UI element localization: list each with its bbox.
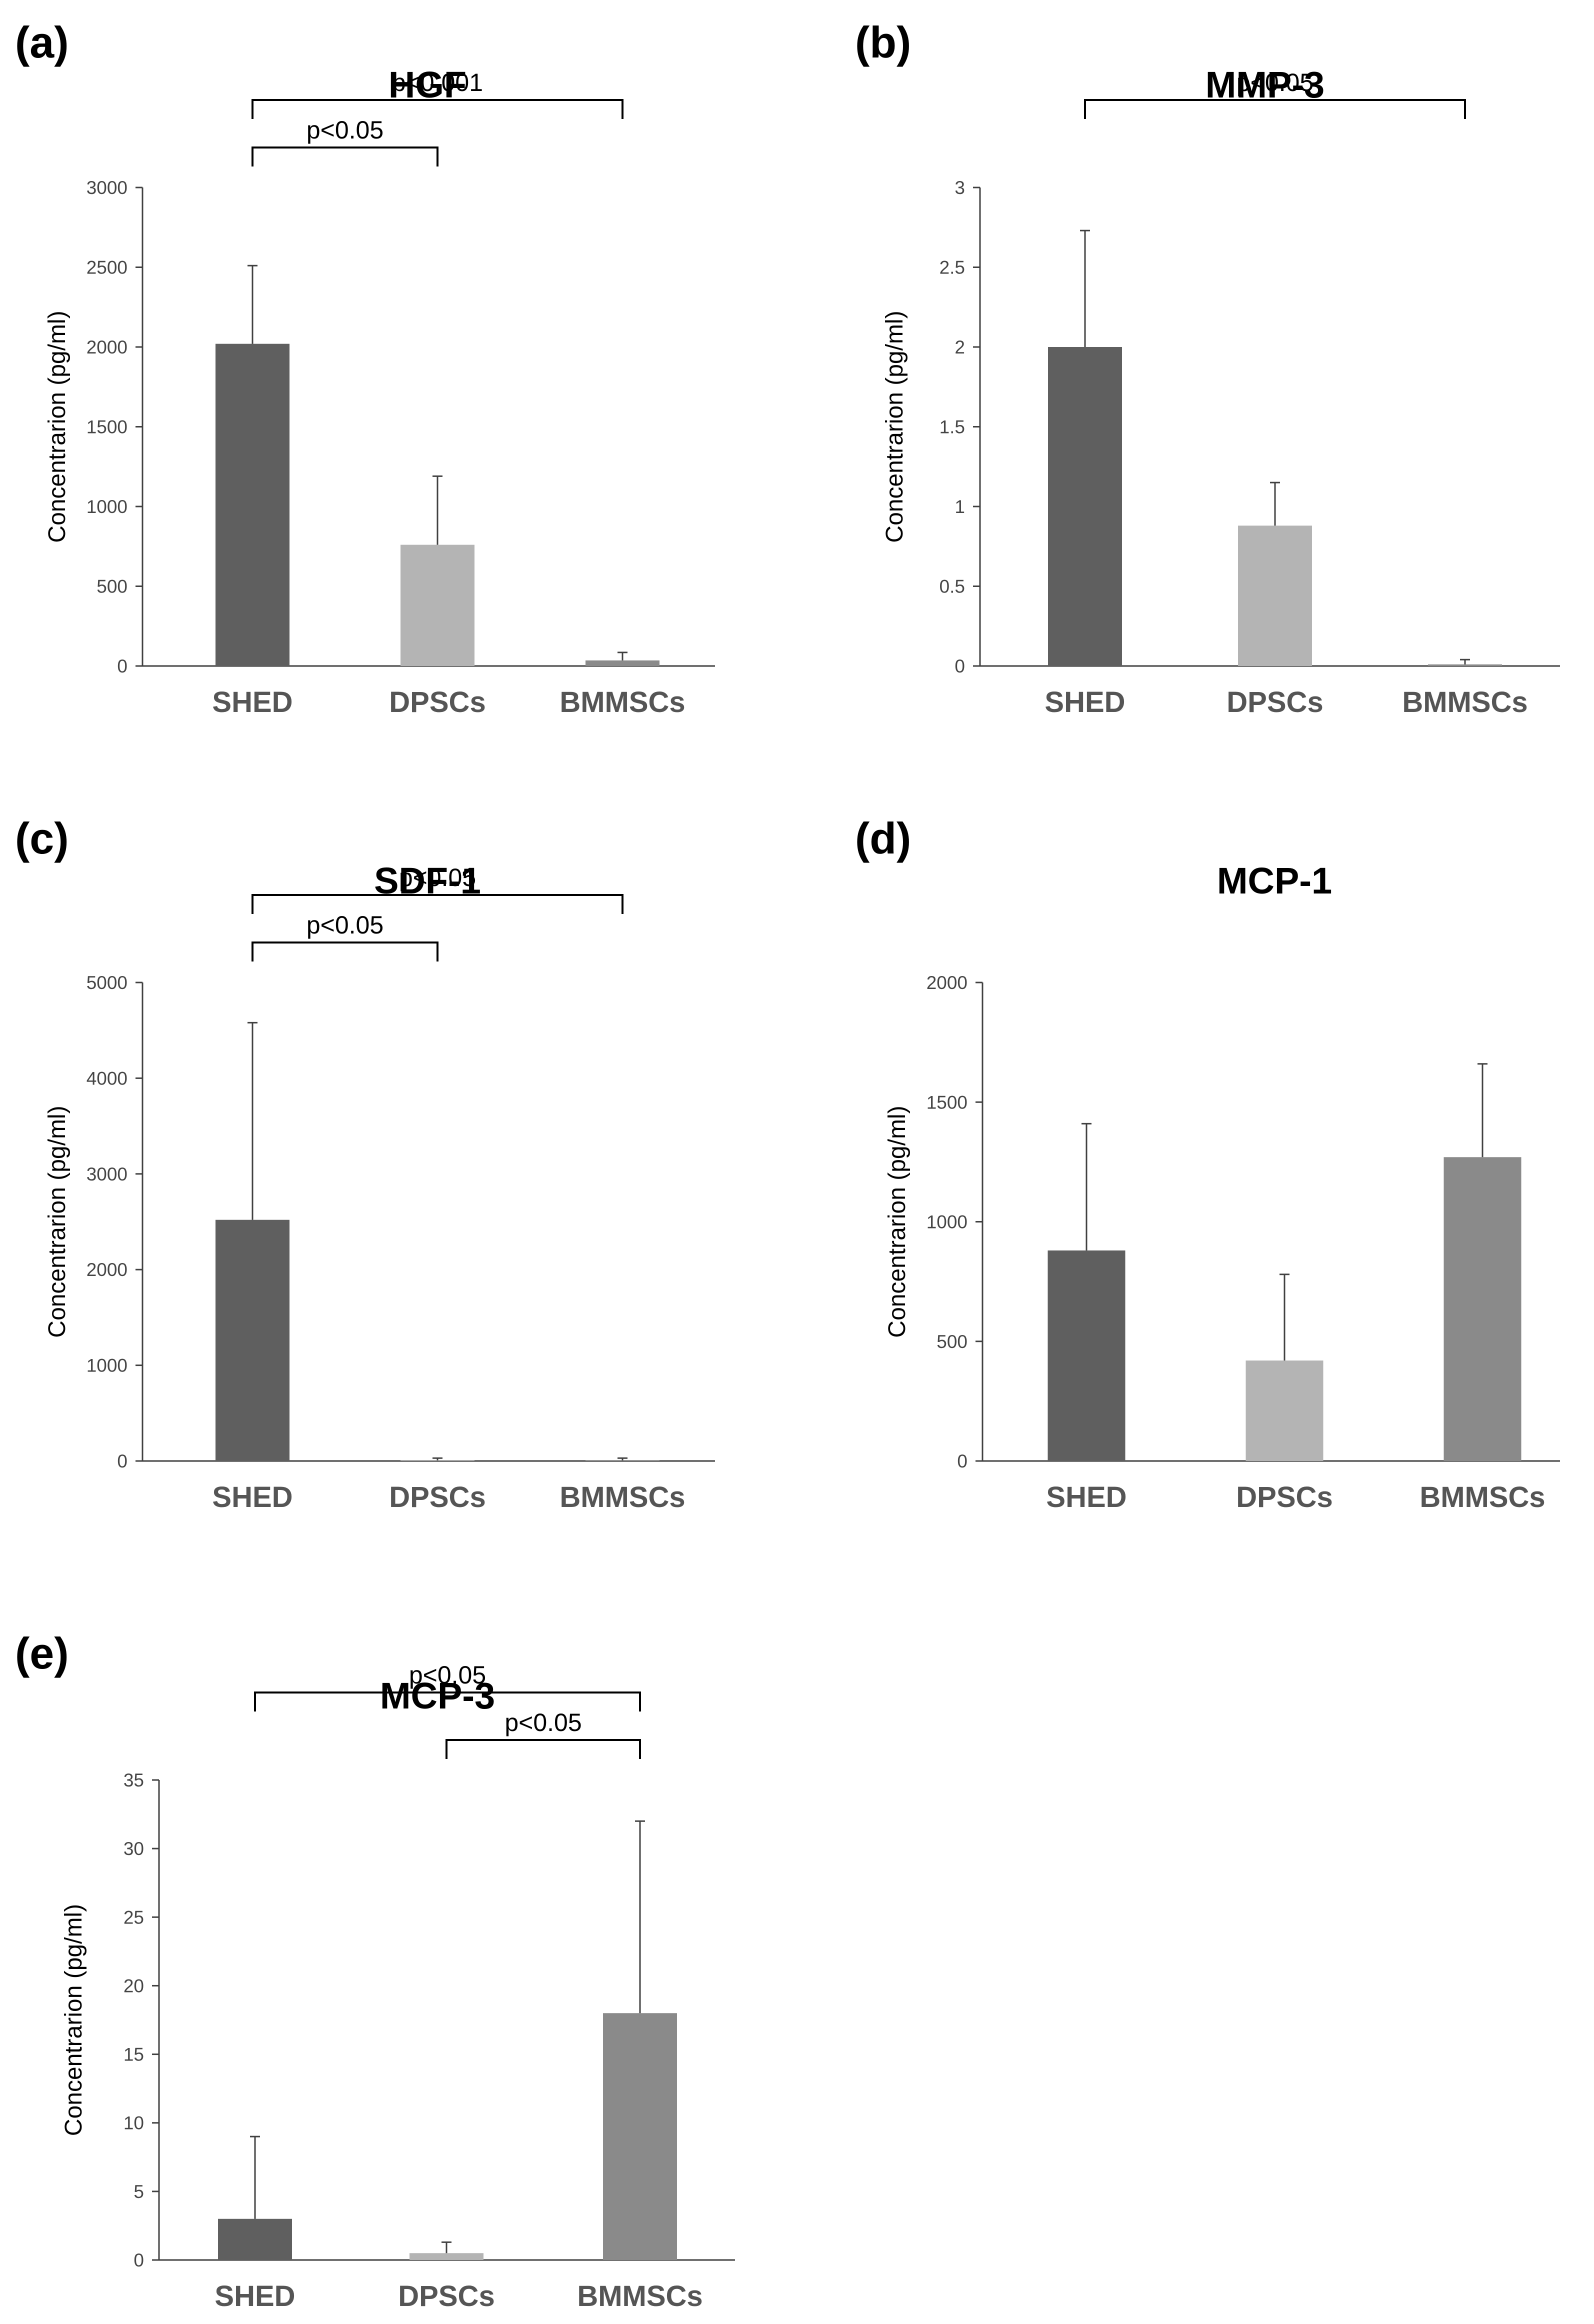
panel-label: (a) bbox=[15, 18, 69, 67]
y-tick-label: 1.5 bbox=[940, 417, 965, 438]
significance-bracket bbox=[252, 942, 438, 962]
y-tick-label: 5000 bbox=[86, 972, 128, 993]
category-label-shed: SHED bbox=[214, 2280, 295, 2312]
chart-panel-5: (e) MCP-3 Concentrarion (pg/ml) 0 5 10 15 20 25 3… bbox=[15, 1628, 735, 2312]
bar-shed bbox=[216, 1220, 290, 1461]
y-tick-label: 1000 bbox=[86, 496, 128, 517]
bar-shed bbox=[1048, 1250, 1126, 1461]
y-axis-label: Concentrarion (pg/ml) bbox=[884, 1106, 910, 1338]
y-tick-label: 2.5 bbox=[940, 258, 965, 278]
chart-title: MCP-3 bbox=[380, 1675, 495, 1716]
category-label-bmmscs: BMMSCs bbox=[1420, 1481, 1545, 1514]
category-label-bmmscs: BMMSCs bbox=[560, 1481, 685, 1514]
significance-bracket bbox=[252, 894, 624, 914]
chart-panel-4: (d) MCP-1 Concentrarion (pg/ml) 0 500 1000 150… bbox=[855, 814, 1560, 1514]
y-tick-label: 3000 bbox=[86, 178, 128, 198]
y-tick-label: 1500 bbox=[926, 1092, 968, 1112]
bar-shed bbox=[216, 344, 290, 666]
bar-bmmscs bbox=[586, 660, 660, 666]
category-label-bmmscs: BMMSCs bbox=[560, 686, 685, 718]
y-tick-label: 15 bbox=[124, 2044, 144, 2065]
significance-label: p<0.05 bbox=[306, 911, 384, 939]
bar-shed bbox=[1048, 347, 1122, 666]
category-label-shed: SHED bbox=[212, 686, 292, 718]
panel-label: (c) bbox=[15, 814, 69, 863]
bar-dpscs bbox=[410, 2253, 484, 2260]
y-tick-label: 2500 bbox=[86, 258, 128, 278]
bar-bmmscs bbox=[586, 1460, 660, 1461]
category-label-dpscs: DPSCs bbox=[398, 2280, 494, 2312]
y-tick-label: 0.5 bbox=[940, 576, 965, 597]
y-axis-label: Concentrarion (pg/ml) bbox=[882, 310, 908, 542]
bar-dpscs bbox=[400, 544, 474, 666]
y-tick-label: 0 bbox=[954, 656, 965, 676]
y-tick-label: 4000 bbox=[86, 1068, 128, 1088]
significance-bracket bbox=[254, 1692, 641, 1712]
significance-bracket bbox=[252, 99, 624, 119]
category-label-shed: SHED bbox=[212, 1481, 292, 1514]
significance-label: p<0.05 bbox=[306, 116, 384, 144]
y-tick-label: 3 bbox=[954, 178, 965, 198]
bar-bmmscs bbox=[1428, 664, 1502, 666]
category-label-shed: SHED bbox=[1046, 1481, 1126, 1514]
y-tick-label: 35 bbox=[124, 1770, 144, 1790]
y-tick-label: 1000 bbox=[926, 1212, 968, 1232]
bar-dpscs bbox=[1238, 526, 1312, 666]
category-label-dpscs: DPSCs bbox=[389, 1481, 486, 1514]
panel-label: (b) bbox=[855, 18, 911, 67]
category-label-dpscs: DPSCs bbox=[1236, 1481, 1332, 1514]
y-tick-label: 500 bbox=[936, 1332, 968, 1352]
y-tick-label: 2000 bbox=[926, 972, 968, 993]
y-tick-label: 1 bbox=[954, 496, 965, 517]
chart-title: MMP-3 bbox=[1206, 64, 1324, 106]
category-label-bmmscs: BMMSCs bbox=[1402, 686, 1528, 718]
y-tick-label: 20 bbox=[124, 1976, 144, 1996]
y-tick-label: 0 bbox=[117, 1451, 128, 1472]
category-label-dpscs: DPSCs bbox=[1226, 686, 1323, 718]
significance-label: p<0.05 bbox=[504, 1708, 582, 1736]
y-tick-label: 2 bbox=[954, 337, 965, 358]
category-label-bmmscs: BMMSCs bbox=[577, 2280, 702, 2312]
significance-bracket bbox=[252, 146, 438, 166]
significance-label: p<0.05 bbox=[1236, 68, 1314, 96]
chart-panel-1: (a) HGF Concentrarion (pg/ml) 0 500 1000 1500 2… bbox=[15, 18, 715, 718]
category-label-shed: SHED bbox=[1044, 686, 1125, 718]
y-tick-label: 2000 bbox=[86, 1260, 128, 1280]
y-tick-label: 1500 bbox=[86, 417, 128, 438]
bar-bmmscs bbox=[603, 2013, 677, 2260]
y-tick-label: 0 bbox=[117, 656, 128, 676]
category-label-dpscs: DPSCs bbox=[389, 686, 486, 718]
y-tick-label: 30 bbox=[124, 1838, 144, 1859]
y-tick-label: 1000 bbox=[86, 1356, 128, 1376]
chart-title: HGF bbox=[388, 64, 466, 106]
bar-dpscs bbox=[400, 1460, 474, 1461]
bar-shed bbox=[218, 2218, 292, 2260]
bar-bmmscs bbox=[1444, 1157, 1522, 1461]
significance-bracket bbox=[1084, 99, 1466, 119]
y-axis-label: Concentrarion (pg/ml) bbox=[60, 1904, 87, 2136]
chart-panel-2: (b) MMP-3 Concentrarion (pg/ml) 0 0.5 1 1.5 2 2.… bbox=[855, 18, 1560, 718]
panel-label: (e) bbox=[15, 1628, 69, 1678]
bar-dpscs bbox=[1246, 1360, 1324, 1461]
y-tick-label: 0 bbox=[957, 1451, 968, 1472]
y-tick-label: 500 bbox=[96, 576, 128, 597]
y-tick-label: 25 bbox=[124, 1907, 144, 1928]
chart-title: MCP-1 bbox=[1217, 860, 1332, 902]
significance-label: p<0.001 bbox=[392, 68, 483, 96]
y-axis-label: Concentrarion (pg/ml) bbox=[44, 1106, 70, 1338]
y-tick-label: 0 bbox=[134, 2250, 144, 2270]
y-tick-label: 10 bbox=[124, 2113, 144, 2134]
panel-label: (d) bbox=[855, 814, 911, 863]
significance-bracket bbox=[446, 1739, 641, 1759]
y-axis-label: Concentrarion (pg/ml) bbox=[44, 310, 70, 542]
significance-label: p<0.05 bbox=[399, 864, 476, 892]
y-tick-label: 5 bbox=[134, 2182, 144, 2202]
y-tick-label: 3000 bbox=[86, 1164, 128, 1184]
significance-label: p<0.05 bbox=[409, 1661, 486, 1689]
y-tick-label: 2000 bbox=[86, 337, 128, 358]
